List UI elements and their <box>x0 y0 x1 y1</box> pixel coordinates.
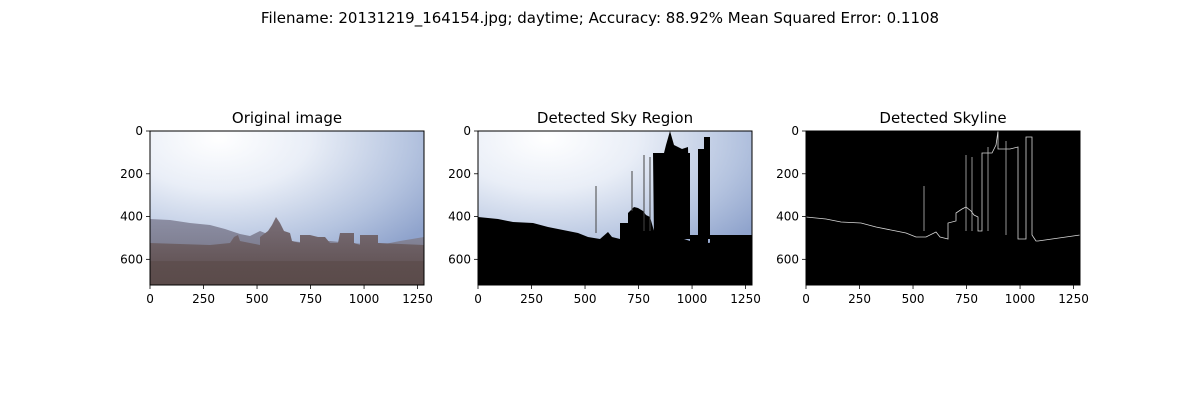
x-tick-label: 750 <box>299 292 322 306</box>
x-tick-label: 0 <box>474 292 482 306</box>
skyline-path <box>805 130 1081 242</box>
x-tick-label: 500 <box>902 292 925 306</box>
axes-frame <box>805 130 1081 286</box>
y-tick-label: 400 <box>776 210 799 224</box>
x-tick-label: 1250 <box>402 292 433 306</box>
y-axis: 0 200 400 600 <box>776 124 806 266</box>
tower-block-a <box>654 153 690 239</box>
x-tick-label: 1250 <box>1058 292 1089 306</box>
tower-gap <box>690 235 698 241</box>
x-tick-label: 250 <box>848 292 871 306</box>
panel-sky-region: Detected Sky Region 0 250 500 750 1000 1250 0… <box>448 109 761 306</box>
foreground <box>150 261 424 285</box>
right-ground <box>710 235 752 285</box>
x-tick-label: 0 <box>146 292 154 306</box>
x-tick-label: 1000 <box>677 292 708 306</box>
background <box>806 131 1080 285</box>
y-tick-label: 0 <box>791 124 799 138</box>
image-area <box>805 130 1081 285</box>
y-tick-label: 0 <box>135 124 143 138</box>
panel-title: Detected Skyline <box>879 109 1006 127</box>
x-tick-label: 250 <box>520 292 543 306</box>
image-area <box>150 131 424 285</box>
x-axis: 0 250 500 750 1000 1250 <box>146 285 433 306</box>
axes-frame <box>477 130 753 286</box>
panel-skyline: Detected Skyline 0 250 500 750 1000 1250 0 200… <box>776 109 1089 306</box>
x-tick-label: 750 <box>955 292 978 306</box>
x-tick-label: 1250 <box>730 292 761 306</box>
tower-block-b <box>698 149 710 239</box>
x-tick-label: 1000 <box>1005 292 1036 306</box>
panel-original-image: Original image 0 250 500 750 1000 1250 0 200 40… <box>120 109 433 306</box>
y-tick-label: 400 <box>448 210 471 224</box>
axes-frame <box>149 130 425 286</box>
x-axis: 0 250 500 750 1000 1250 <box>802 285 1089 306</box>
y-tick-label: 200 <box>120 167 143 181</box>
panel-title: Original image <box>232 109 342 127</box>
figure-suptitle: Filename: 20131219_164154.jpg; daytime; … <box>261 9 939 28</box>
panel-title: Detected Sky Region <box>537 109 693 127</box>
y-tick-label: 600 <box>776 252 799 266</box>
x-tick-label: 500 <box>574 292 597 306</box>
y-tick-label: 600 <box>448 252 471 266</box>
image-area <box>478 131 752 285</box>
y-tick-label: 0 <box>463 124 471 138</box>
tower-top <box>704 137 710 151</box>
y-tick-label: 600 <box>120 252 143 266</box>
y-tick-label: 400 <box>120 210 143 224</box>
y-tick-label: 200 <box>776 167 799 181</box>
x-tick-label: 250 <box>192 292 215 306</box>
x-tick-label: 750 <box>627 292 650 306</box>
x-tick-label: 500 <box>246 292 269 306</box>
y-axis: 0 200 400 600 <box>448 124 478 266</box>
x-tick-label: 1000 <box>349 292 380 306</box>
y-tick-label: 200 <box>448 167 471 181</box>
x-axis: 0 250 500 750 1000 1250 <box>474 285 761 306</box>
y-axis: 0 200 400 600 <box>120 124 150 266</box>
x-tick-label: 0 <box>802 292 810 306</box>
